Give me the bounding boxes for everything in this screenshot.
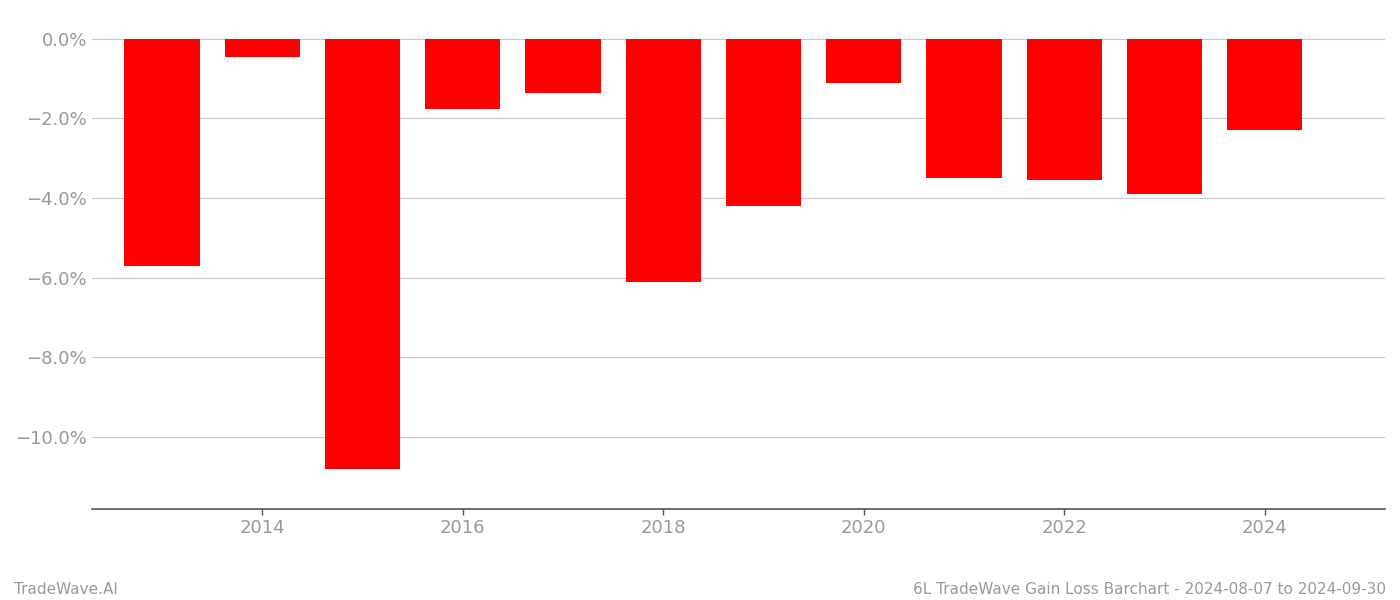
Bar (224, 39, 300, 57)
Bar (1228, 39, 1302, 130)
Bar (426, 39, 500, 109)
Bar (626, 39, 701, 281)
Text: 6L TradeWave Gain Loss Barchart - 2024-08-07 to 2024-09-30: 6L TradeWave Gain Loss Barchart - 2024-0… (913, 582, 1386, 597)
Bar (1026, 39, 1102, 180)
Bar (725, 39, 801, 206)
Bar (325, 39, 400, 469)
Bar (1127, 39, 1203, 194)
Bar (125, 39, 200, 266)
Bar (927, 39, 1001, 178)
Text: TradeWave.AI: TradeWave.AI (14, 582, 118, 597)
Bar (525, 39, 601, 92)
Bar (826, 39, 902, 83)
